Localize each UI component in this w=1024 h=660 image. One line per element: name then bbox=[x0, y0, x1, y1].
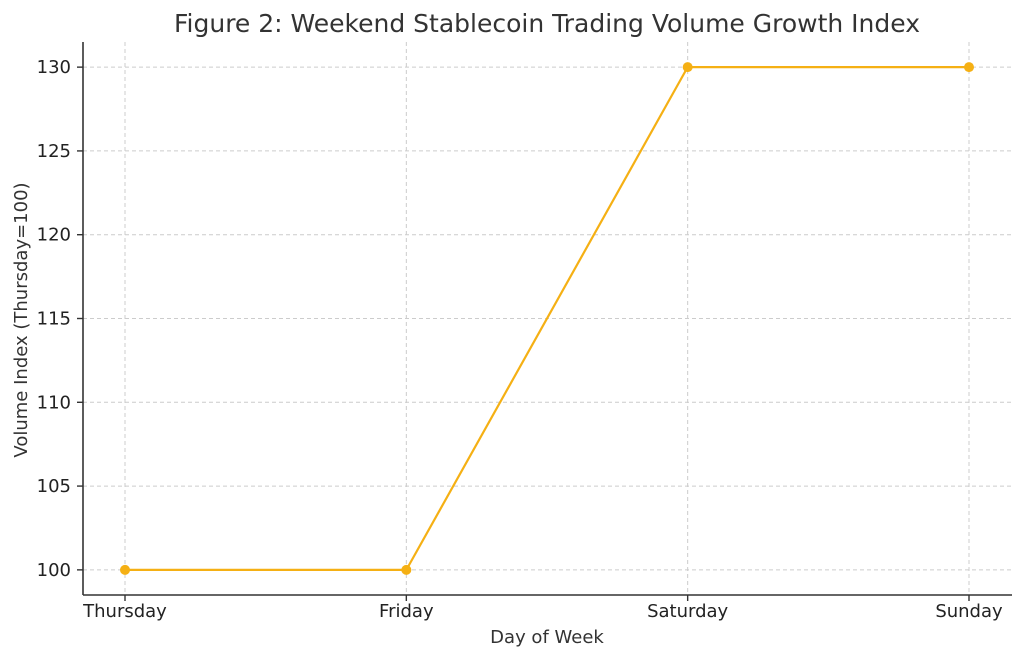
y-tick-label: 120 bbox=[37, 225, 71, 246]
data-point bbox=[120, 564, 130, 575]
chart-title: Figure 2: Weekend Stablecoin Trading Vol… bbox=[174, 9, 920, 38]
x-tick-label: Thursday bbox=[82, 601, 167, 622]
y-tick-label: 115 bbox=[37, 309, 71, 330]
data-point bbox=[964, 62, 974, 73]
data-point bbox=[682, 62, 693, 73]
series bbox=[120, 62, 974, 575]
y-tick-label: 130 bbox=[37, 57, 71, 78]
x-tick-label: Friday bbox=[379, 601, 434, 622]
y-tick-label: 110 bbox=[37, 392, 71, 413]
y-tick-label: 100 bbox=[37, 560, 71, 581]
x-axis-label: Day of Week bbox=[490, 627, 604, 648]
x-tick-label: Sunday bbox=[935, 601, 1003, 622]
x-tick-label: Saturday bbox=[647, 601, 728, 622]
axes: Thursday Friday Saturday Sunday 100 105 110 115… bbox=[37, 42, 1012, 622]
y-tick-label: 105 bbox=[37, 476, 71, 497]
y-tick-label: 125 bbox=[37, 141, 71, 162]
data-point bbox=[401, 564, 412, 575]
series-line bbox=[125, 66, 969, 571]
y-axis-label: Volume Index (Thursday=100) bbox=[11, 182, 32, 457]
